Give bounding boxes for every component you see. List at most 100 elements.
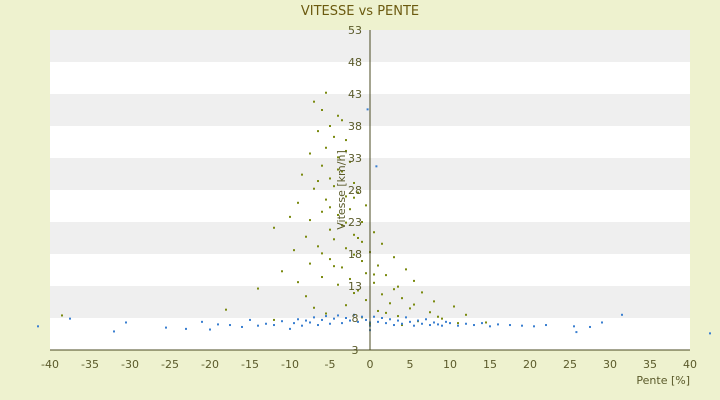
data-point [333,185,335,188]
data-point [401,322,403,325]
data-point [341,119,343,122]
x-tick-label: -30 [121,358,139,371]
data-point [457,322,459,325]
data-point [533,325,535,328]
data-point [305,235,307,238]
data-point [575,331,578,334]
data-point [201,320,203,323]
data-point [357,289,359,292]
data-point [313,187,315,190]
x-tick-label: 5 [407,358,414,371]
data-point [349,319,351,322]
data-point [425,318,427,321]
data-point [317,245,319,248]
data-point [37,325,39,328]
data-point [409,307,411,310]
data-point [165,326,167,329]
data-point [305,319,307,322]
y-tick-label: 38 [348,120,362,133]
data-point [375,165,378,168]
data-point [389,318,391,321]
data-point [317,324,319,327]
data-point [345,149,347,152]
data-point [385,311,387,314]
data-point [289,215,291,218]
data-point [317,180,319,183]
data-point [405,316,407,319]
data-point [281,270,283,273]
axes [50,30,690,351]
x-tick-label: 40 [683,358,697,371]
y-tick-label: 48 [348,56,362,69]
data-point [393,324,395,327]
data-point [125,321,127,324]
data-point [457,324,459,327]
data-point [393,288,395,291]
data-point [437,323,439,326]
data-point [325,198,327,201]
data-point [345,195,347,198]
data-point [401,324,403,327]
x-tick-label: -25 [161,358,179,371]
y-tick-label: 8 [352,312,359,325]
data-point [381,317,383,319]
data-point [265,322,267,325]
data-point [589,325,591,328]
data-point [421,322,423,325]
data-point [353,313,355,316]
data-point [353,253,355,256]
data-point [377,264,379,267]
data-point [497,323,499,326]
data-point [345,247,347,250]
data-point [345,221,347,224]
y-tick-label: 43 [348,88,362,101]
data-point [349,208,351,211]
data-point [381,242,383,245]
data-point [421,291,423,294]
data-point [601,321,603,324]
data-point [333,135,335,138]
data-point [397,285,399,288]
data-point [361,315,363,318]
data-point [345,304,347,307]
data-point [389,302,391,305]
y-axis-label: Vitesse [km/h] [335,150,348,230]
x-tick-label: 30 [603,358,617,371]
data-point [373,273,375,276]
data-point [473,324,475,327]
data-point [449,322,451,325]
data-point [301,324,303,327]
data-point [353,233,355,236]
data-point [353,181,355,184]
data-point [429,324,431,327]
data-point [621,313,623,316]
data-point [313,306,315,309]
data-point [405,268,407,271]
data-point [366,108,369,111]
data-point [329,228,331,231]
data-point [397,319,399,322]
y-tick-label: 28 [348,184,362,197]
data-point [485,321,487,324]
data-point [293,322,295,325]
data-point [329,125,331,127]
series-high-points [61,91,487,327]
y-tick-label: 53 [348,24,362,37]
x-tick-label: -10 [281,358,299,371]
data-point [317,130,319,133]
data-point [361,221,363,223]
data-point [293,249,295,252]
data-point [381,293,383,296]
data-point [437,315,439,318]
data-point [453,305,455,308]
data-point [217,323,219,326]
data-point [273,318,275,321]
data-point [385,322,387,325]
data-point [321,164,323,167]
data-point [309,152,311,155]
data-point [69,317,71,320]
data-point [413,324,415,327]
data-point [357,191,359,194]
data-point [113,330,115,333]
